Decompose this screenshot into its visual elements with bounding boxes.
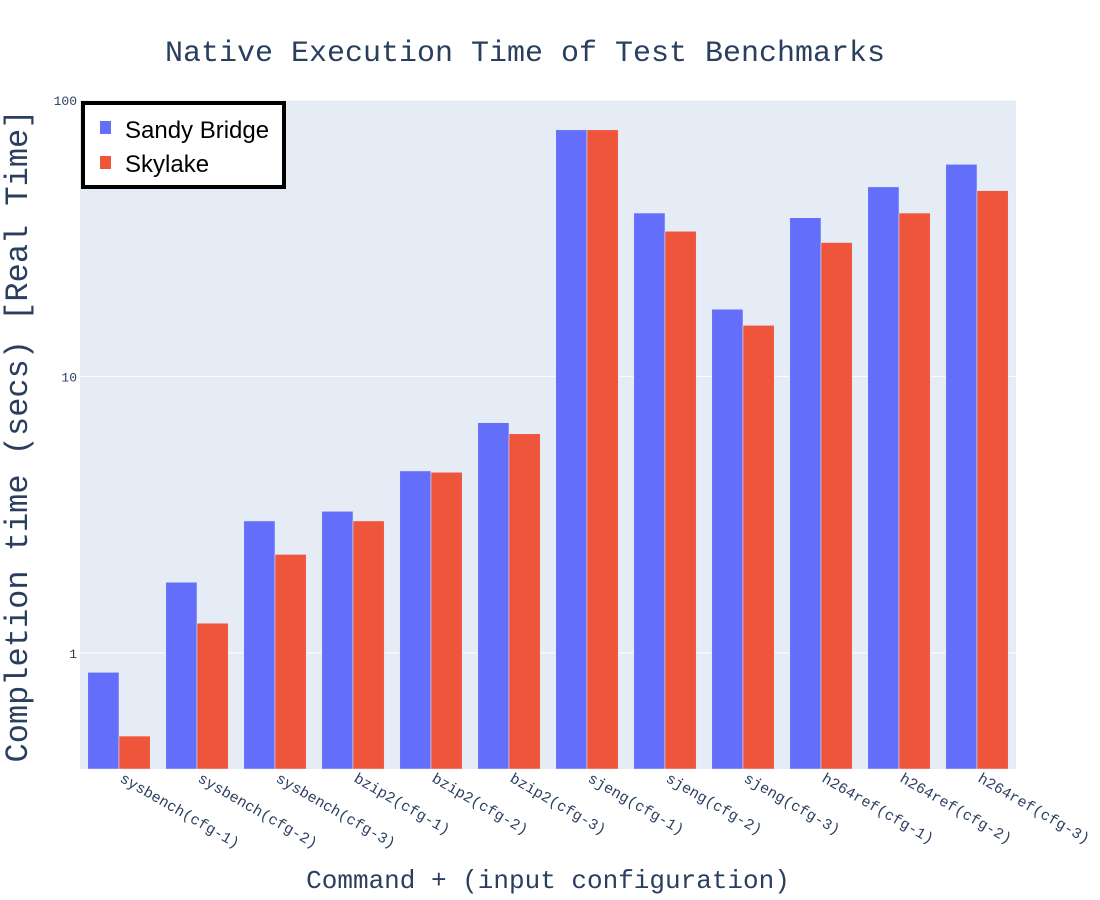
bar-sandy-bridge[interactable]	[867, 186, 900, 770]
bar-sandy-bridge[interactable]	[477, 422, 510, 770]
bar-skylake[interactable]	[586, 129, 619, 770]
grid-lines	[80, 99, 1016, 654]
bar-sandy-bridge[interactable]	[633, 212, 666, 770]
bars	[87, 129, 1009, 770]
x-axis-label: Command + (input configuration)	[306, 866, 790, 896]
bar-skylake[interactable]	[664, 231, 697, 770]
bar-sandy-bridge[interactable]	[399, 470, 432, 770]
bar-skylake[interactable]	[430, 472, 463, 770]
legend-box	[81, 101, 286, 189]
legend-label-skylake[interactable]: Skylake	[125, 151, 209, 178]
y-tick-label: 10	[61, 370, 77, 385]
bar-skylake[interactable]	[508, 433, 541, 770]
legend-label-sandy-bridge[interactable]: Sandy Bridge	[125, 117, 269, 144]
bar-skylake[interactable]	[976, 190, 1009, 770]
bar-skylake[interactable]	[898, 212, 931, 770]
bar-sandy-bridge[interactable]	[87, 672, 120, 770]
bar-skylake[interactable]	[352, 520, 385, 770]
bar-sandy-bridge[interactable]	[243, 520, 276, 770]
y-tick-label: 1	[69, 647, 77, 662]
y-axis-label: Completion time (secs) [Real Time]	[0, 110, 37, 763]
bar-skylake[interactable]	[742, 325, 775, 770]
legend-swatch-sandy-bridge[interactable]	[100, 121, 111, 134]
bar-skylake[interactable]	[820, 242, 853, 770]
plot-background	[80, 100, 1016, 769]
bar-skylake[interactable]	[196, 622, 229, 770]
bar-sandy-bridge[interactable]	[321, 511, 354, 770]
bar-sandy-bridge[interactable]	[711, 308, 744, 770]
bar-skylake[interactable]	[274, 554, 307, 770]
bar-sandy-bridge[interactable]	[555, 129, 588, 770]
y-axis-ticks: 1 10 100	[54, 94, 78, 662]
bar-skylake[interactable]	[118, 735, 151, 770]
y-tick-label: 100	[54, 94, 77, 109]
bar-sandy-bridge[interactable]	[789, 217, 822, 770]
chart-title: Native Execution Time of Test Benchmarks	[165, 37, 885, 71]
bar-sandy-bridge[interactable]	[945, 164, 978, 770]
legend-swatch-skylake[interactable]	[100, 156, 111, 169]
legend[interactable]: Sandy Bridge Skylake	[81, 101, 286, 189]
x-axis-ticks: sysbench(cfg-1)sysbench(cfg-2)sysbench(c…	[117, 771, 1093, 853]
bar-sandy-bridge[interactable]	[165, 582, 198, 770]
